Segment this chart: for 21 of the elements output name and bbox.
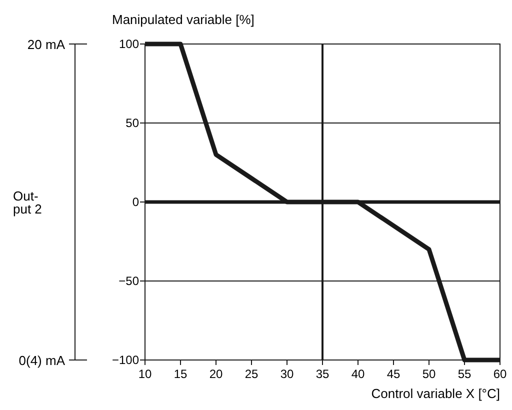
x-tick-label: 15 bbox=[174, 367, 188, 381]
y-tick-label: −50 bbox=[118, 274, 140, 288]
y-tick-label: 100 bbox=[118, 37, 140, 51]
x-axis-title: Control variable X [°C] bbox=[371, 386, 500, 401]
text: 20 mA bbox=[27, 37, 66, 52]
y-axis-title: Manipulated variable [%] bbox=[112, 12, 254, 27]
y-tick-label: 50 bbox=[126, 116, 140, 130]
x-tick-label: 55 bbox=[458, 367, 472, 381]
text: Out- put 2 bbox=[13, 188, 42, 216]
x-tick-label: 35 bbox=[316, 367, 330, 381]
x-tick-label: 50 bbox=[422, 367, 436, 381]
x-tick-label: 40 bbox=[351, 367, 365, 381]
y-tick-label: 0 bbox=[132, 195, 140, 209]
x-tick-label: 30 bbox=[280, 367, 294, 381]
x-tick-label: 25 bbox=[244, 367, 258, 381]
y-tick-label: −100 bbox=[112, 353, 140, 367]
text: 0(4) mA bbox=[18, 353, 66, 368]
x-tick-label: 10 bbox=[138, 367, 152, 381]
x-tick-label: 45 bbox=[386, 367, 400, 381]
x-tick-label: 20 bbox=[209, 367, 223, 381]
x-tick-label: 60 bbox=[493, 367, 507, 381]
